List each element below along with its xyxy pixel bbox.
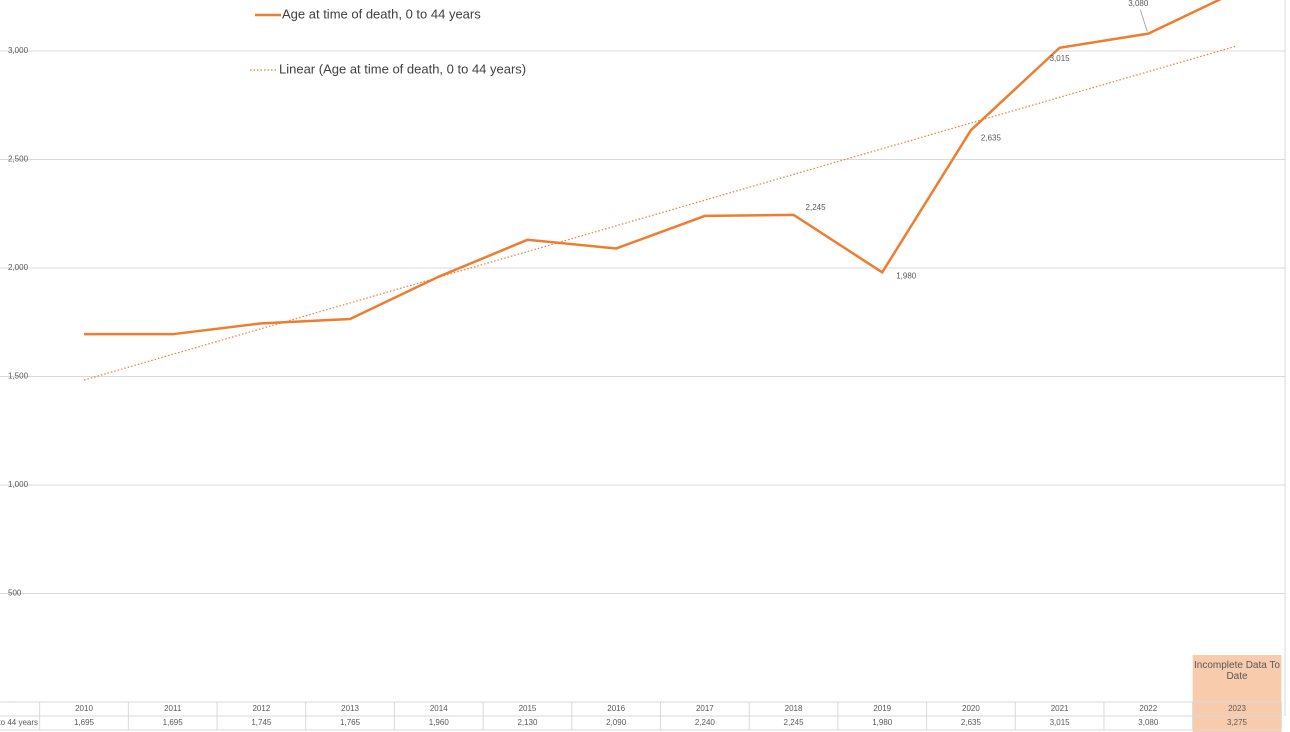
table-value: 1,960 bbox=[429, 718, 450, 727]
note-background bbox=[1192, 655, 1282, 732]
table-value: 1,765 bbox=[340, 718, 361, 727]
x-tick-label: 2013 bbox=[341, 704, 359, 713]
table-value: 3,080 bbox=[1138, 718, 1159, 727]
x-tick-label: 2021 bbox=[1051, 704, 1069, 713]
x-tick-label: 2023 bbox=[1228, 704, 1246, 713]
table-value: 2,635 bbox=[961, 718, 982, 727]
x-tick-label: 2014 bbox=[430, 704, 448, 713]
table-value: 1,695 bbox=[163, 718, 184, 727]
x-tick-label: 2016 bbox=[607, 704, 625, 713]
y-tick-label: 3,000 bbox=[8, 46, 29, 55]
incomplete-note: Incomplete Data To Date bbox=[1194, 660, 1280, 682]
legend-trend-label: Linear (Age at time of death, 0 to 44 ye… bbox=[279, 61, 526, 76]
table-value: 1,695 bbox=[74, 718, 95, 727]
table-value: 2,245 bbox=[784, 718, 805, 727]
legend-label: Age at time of death, 0 to 44 years bbox=[282, 6, 481, 21]
x-tick-label: 2011 bbox=[164, 704, 182, 713]
table-value: 3,275 bbox=[1227, 718, 1248, 727]
table-value: 2,240 bbox=[695, 718, 716, 727]
x-tick-label: 2015 bbox=[519, 704, 537, 713]
table-value: 1,980 bbox=[872, 718, 893, 727]
data-label: 1,980 bbox=[896, 271, 917, 280]
y-tick-label: 500 bbox=[8, 589, 22, 598]
trendline bbox=[83, 45, 1238, 381]
y-tick-label: 1,500 bbox=[8, 372, 29, 381]
y-tick-label: 2,500 bbox=[8, 155, 29, 164]
table-value: 2,090 bbox=[606, 718, 627, 727]
x-tick-label: 2010 bbox=[75, 704, 93, 713]
leader-line bbox=[1139, 9, 1148, 32]
x-tick-label: 2020 bbox=[962, 704, 980, 713]
data-label: 3,015 bbox=[1050, 54, 1071, 63]
table-value: 1,745 bbox=[251, 718, 272, 727]
x-tick-label: 2012 bbox=[252, 704, 270, 713]
row-header: Age at time of death, 0 to 44 years bbox=[0, 718, 38, 727]
y-tick-label: 1,000 bbox=[8, 480, 29, 489]
y-tick-label: 2,000 bbox=[8, 263, 29, 272]
x-tick-label: 2022 bbox=[1139, 704, 1157, 713]
table-value: 3,015 bbox=[1050, 718, 1071, 727]
x-tick-label: 2017 bbox=[696, 704, 714, 713]
x-tick-label: 2019 bbox=[873, 704, 891, 713]
x-tick-label: 2018 bbox=[785, 704, 803, 713]
series-line bbox=[84, 0, 1222, 336]
table-value: 2,130 bbox=[517, 718, 538, 727]
data-label: 3,080 bbox=[1128, 0, 1149, 8]
data-label: 2,245 bbox=[806, 203, 827, 212]
data-label: 2,635 bbox=[981, 133, 1002, 142]
